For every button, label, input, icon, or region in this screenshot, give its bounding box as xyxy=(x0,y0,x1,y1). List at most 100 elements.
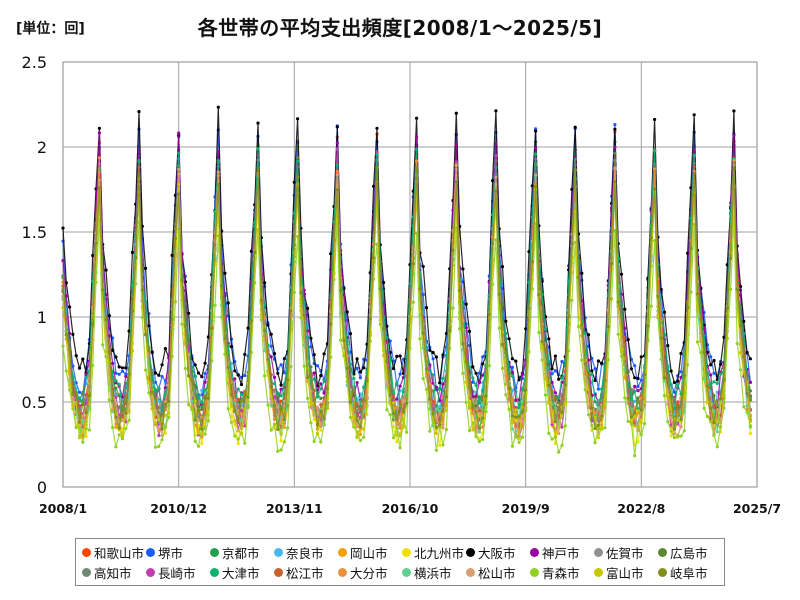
data-point xyxy=(203,380,207,384)
data-point xyxy=(319,440,323,444)
data-point xyxy=(216,170,220,174)
data-point xyxy=(272,382,277,386)
data-point xyxy=(401,400,405,404)
data-point xyxy=(672,406,677,410)
data-point xyxy=(398,402,402,406)
data-point xyxy=(97,186,101,190)
data-point xyxy=(494,154,498,158)
data-point xyxy=(120,366,125,370)
data-point xyxy=(282,392,286,396)
legend-marker xyxy=(82,567,91,577)
data-point xyxy=(206,396,210,400)
data-point xyxy=(702,406,706,410)
data-point xyxy=(147,324,151,328)
data-point xyxy=(157,444,161,448)
data-point xyxy=(666,377,670,381)
data-point xyxy=(319,409,323,413)
data-point xyxy=(77,396,82,400)
data-point xyxy=(279,448,283,452)
legend-item: 岡山市 xyxy=(338,542,402,562)
data-point xyxy=(279,387,283,391)
legend-label: 横浜市 xyxy=(414,565,452,581)
data-point xyxy=(388,357,392,361)
data-point xyxy=(666,344,670,348)
data-point xyxy=(335,163,339,167)
data-point xyxy=(580,323,584,327)
data-point xyxy=(335,125,339,129)
data-point xyxy=(236,373,240,377)
data-point xyxy=(699,350,703,355)
data-point xyxy=(391,366,396,371)
data-point xyxy=(365,378,369,383)
data-point xyxy=(187,403,191,407)
data-point xyxy=(735,287,739,291)
data-point xyxy=(547,337,551,341)
data-point xyxy=(576,324,581,329)
data-point xyxy=(421,293,425,297)
data-point xyxy=(748,424,753,428)
data-point xyxy=(484,394,488,398)
data-point xyxy=(203,432,207,436)
data-point xyxy=(570,242,574,246)
data-point xyxy=(748,357,753,361)
data-point xyxy=(352,425,356,429)
data-point xyxy=(560,359,564,364)
data-point xyxy=(239,382,244,387)
data-point xyxy=(494,165,498,170)
data-point xyxy=(534,152,538,156)
data-point xyxy=(325,387,329,391)
data-point xyxy=(474,383,478,387)
data-point xyxy=(527,350,531,354)
data-point xyxy=(306,335,310,339)
legend-marker xyxy=(402,567,411,577)
data-point xyxy=(613,167,617,171)
data-point xyxy=(481,362,485,366)
data-point xyxy=(358,376,362,380)
data-point xyxy=(583,362,587,366)
data-point xyxy=(719,425,723,429)
legend-label: 岡山市 xyxy=(350,545,388,561)
data-point xyxy=(385,408,389,412)
data-point xyxy=(610,261,614,266)
data-point xyxy=(114,445,118,449)
data-point xyxy=(355,436,359,440)
data-point xyxy=(629,417,634,422)
data-point xyxy=(405,430,409,434)
data-point xyxy=(315,364,320,368)
data-point xyxy=(319,387,323,391)
data-point xyxy=(553,406,558,410)
data-point xyxy=(147,348,151,352)
data-point xyxy=(510,374,514,378)
data-point xyxy=(679,424,683,428)
data-point xyxy=(742,319,746,323)
data-point xyxy=(339,338,343,342)
data-point xyxy=(441,353,445,357)
data-point xyxy=(510,444,514,448)
data-point xyxy=(355,401,359,406)
data-point xyxy=(626,396,630,400)
data-point xyxy=(272,422,277,426)
data-point xyxy=(586,376,591,380)
data-point xyxy=(748,419,753,423)
data-point xyxy=(127,418,131,422)
data-point xyxy=(282,425,286,429)
legend-label: 長崎市 xyxy=(158,565,196,581)
legend-marker xyxy=(466,547,475,557)
data-point xyxy=(580,271,584,275)
legend-label: 大分市 xyxy=(350,565,388,581)
data-point xyxy=(593,415,597,420)
data-point xyxy=(144,333,148,337)
data-point xyxy=(157,399,161,403)
data-point xyxy=(560,443,564,447)
data-point xyxy=(398,446,402,450)
data-point xyxy=(101,305,105,309)
data-point xyxy=(729,287,733,291)
data-point xyxy=(639,408,643,412)
data-point xyxy=(715,430,719,434)
data-point xyxy=(563,401,567,405)
data-point xyxy=(715,445,719,449)
data-point xyxy=(567,315,571,319)
data-point xyxy=(71,404,75,408)
data-point xyxy=(157,373,161,377)
data-point xyxy=(160,363,164,367)
